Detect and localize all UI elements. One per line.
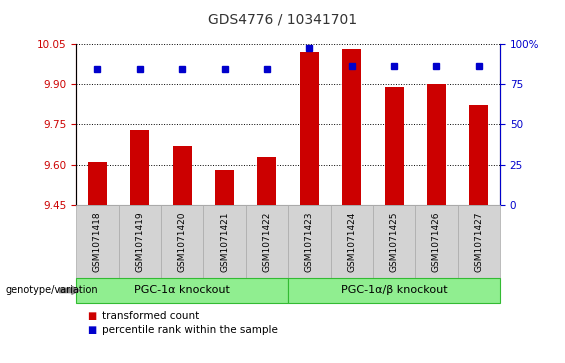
Text: genotype/variation: genotype/variation (6, 285, 98, 295)
Bar (342, 49, 361, 205)
Bar (173, 146, 192, 205)
Bar (470, 106, 488, 205)
Text: GSM1071421: GSM1071421 (220, 211, 229, 272)
Bar (385, 87, 403, 205)
Text: GSM1071420: GSM1071420 (178, 211, 186, 272)
Text: ■: ■ (88, 311, 97, 321)
Bar (215, 170, 234, 205)
Bar (300, 52, 319, 205)
Text: transformed count: transformed count (102, 311, 199, 321)
Bar (88, 162, 107, 205)
Text: GDS4776 / 10341701: GDS4776 / 10341701 (208, 13, 357, 27)
Text: GSM1071423: GSM1071423 (305, 211, 314, 272)
Text: GSM1071422: GSM1071422 (263, 211, 271, 272)
Text: percentile rank within the sample: percentile rank within the sample (102, 325, 277, 335)
Text: PGC-1α/β knockout: PGC-1α/β knockout (341, 285, 447, 295)
Text: GSM1071419: GSM1071419 (136, 211, 144, 272)
Text: PGC-1α knockout: PGC-1α knockout (134, 285, 230, 295)
Text: GSM1071424: GSM1071424 (347, 211, 356, 272)
Bar (131, 130, 149, 205)
Text: GSM1071427: GSM1071427 (475, 211, 483, 272)
Text: GSM1071425: GSM1071425 (390, 211, 398, 272)
Text: GSM1071426: GSM1071426 (432, 211, 441, 272)
Text: ■: ■ (88, 325, 97, 335)
Bar (427, 84, 446, 205)
Text: GSM1071418: GSM1071418 (93, 211, 102, 272)
Bar (258, 156, 276, 205)
